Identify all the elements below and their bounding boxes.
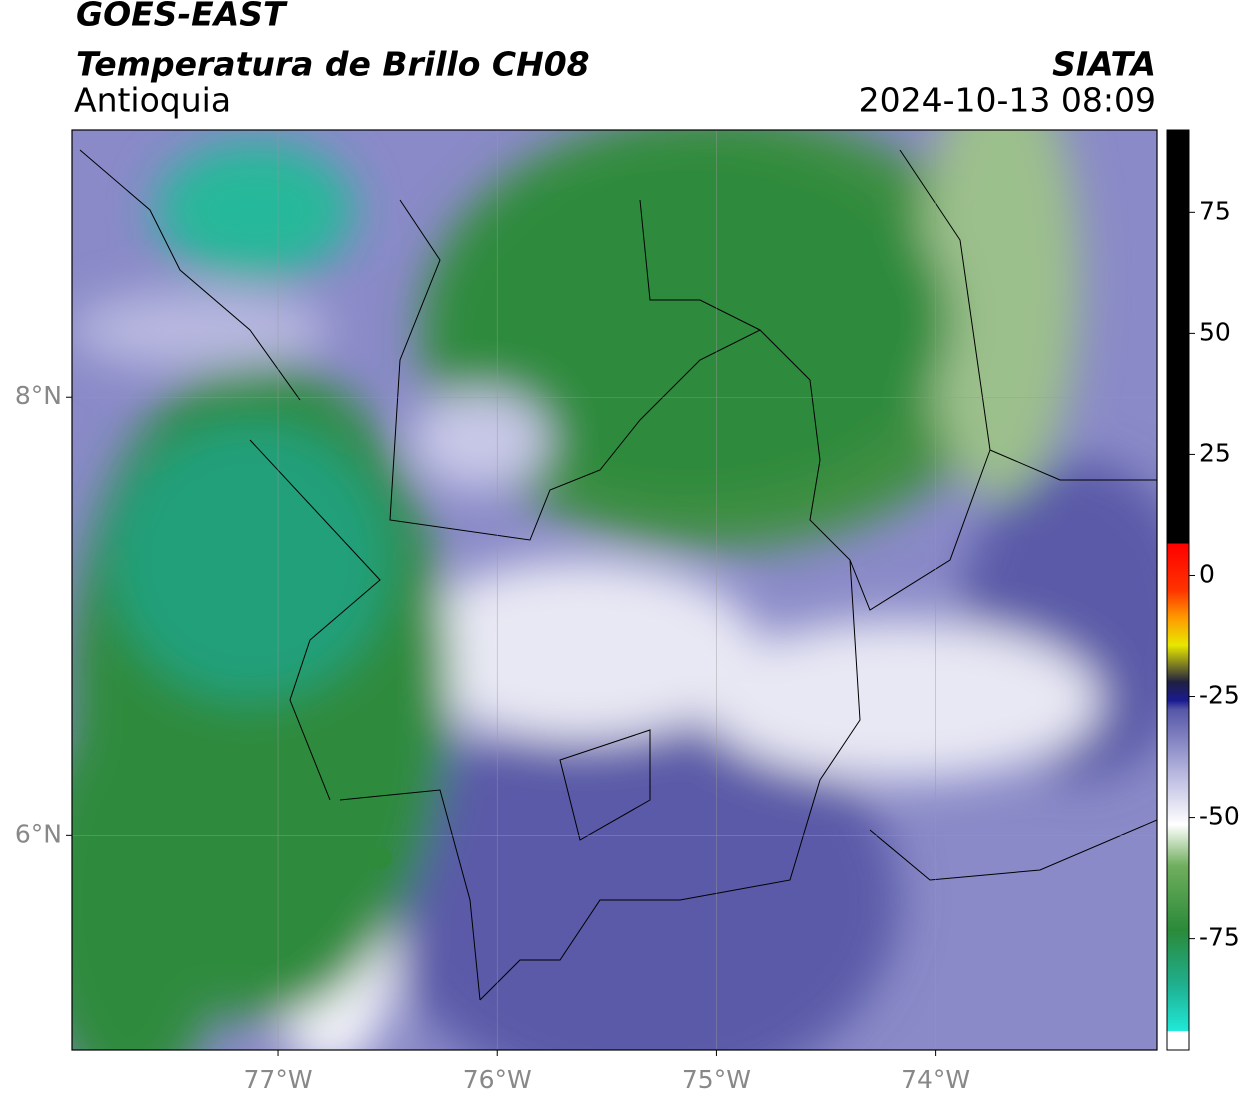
colorbar-tick-label: 0: [1199, 559, 1215, 588]
colorbar-tick-label: 50: [1199, 317, 1231, 346]
subtitle: Temperatura de Brillo CH08: [76, 45, 590, 84]
x-tick-label: 75°W: [682, 1065, 751, 1094]
colorbar-tick-label: -25: [1199, 681, 1240, 710]
x-tick-label: 74°W: [901, 1065, 970, 1094]
x-tick-label: 76°W: [463, 1065, 532, 1094]
x-tick-label: 77°W: [244, 1065, 313, 1094]
region: Antioquia: [74, 81, 231, 120]
colorbar-tick-label: -50: [1199, 802, 1240, 831]
colorbar: [1166, 129, 1190, 1051]
colorbar-tick-label: 75: [1199, 196, 1231, 225]
title: GOES-EAST: [76, 0, 288, 34]
y-tick-label: 8°N: [15, 381, 62, 410]
timestamp: 2024-10-13 08:09: [859, 81, 1156, 120]
y-tick-label: 6°N: [15, 819, 62, 848]
map-frame: [71, 129, 1158, 1051]
colorbar-tick-label: 25: [1199, 438, 1231, 467]
satellite-image: [72, 130, 1157, 1050]
source: SIATA: [1052, 45, 1156, 84]
colorbar-tick-label: -75: [1199, 923, 1240, 952]
